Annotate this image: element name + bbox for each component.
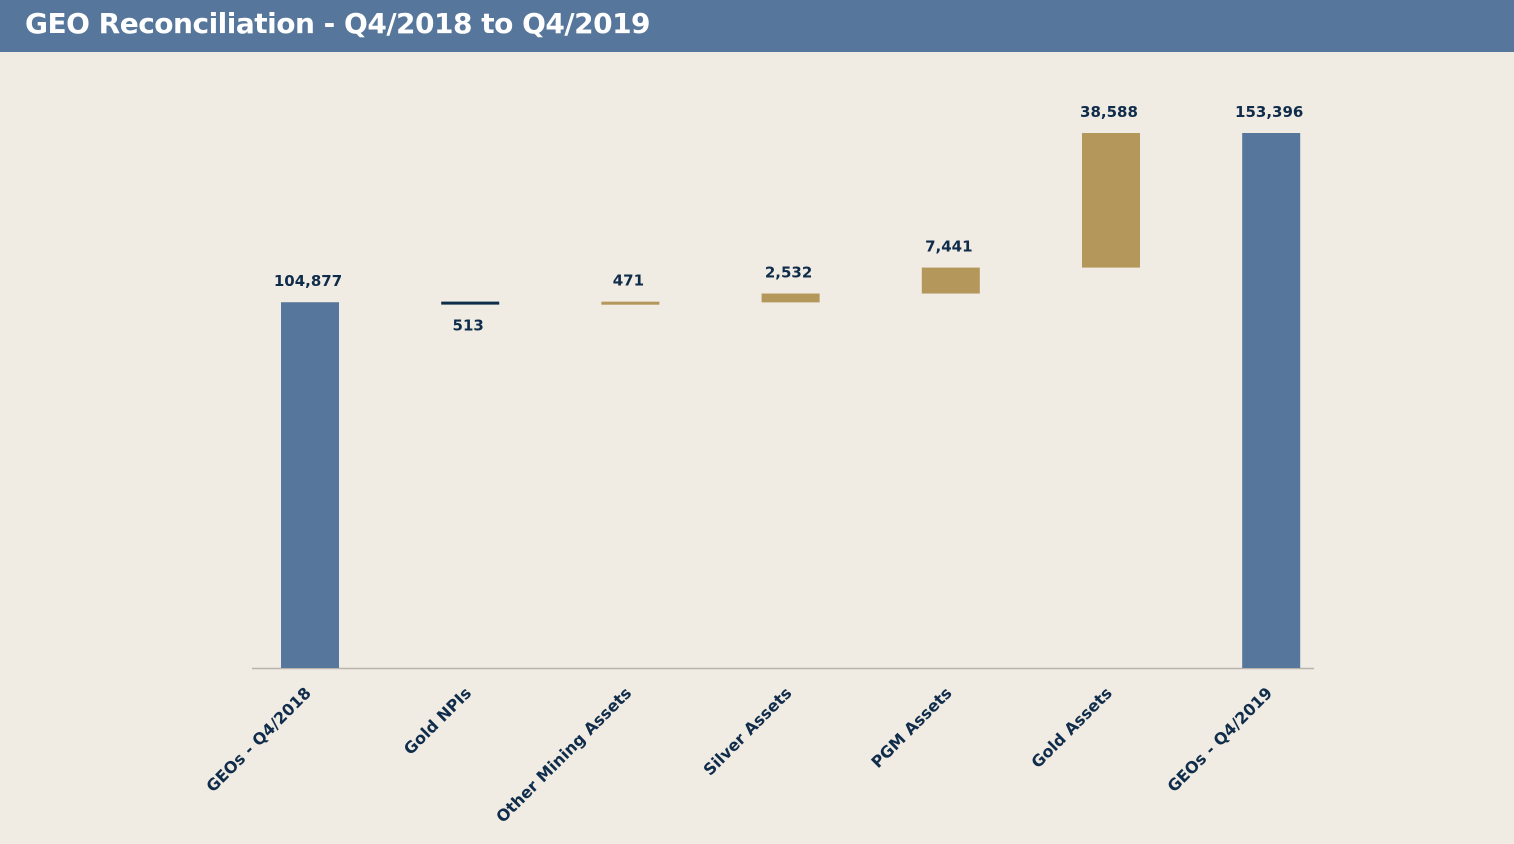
bar-pgm-assets — [921, 267, 980, 294]
bar-geos-q4-2018 — [281, 302, 339, 668]
x-tick-label: Gold Assets — [1027, 683, 1115, 771]
header-bar: GEO Reconciliation - Q4/2018 to Q4/2019 — [0, 0, 1514, 52]
data-label: 38,588 — [1080, 103, 1138, 121]
x-tick-label: GEOs - Q4/2019 — [1164, 683, 1276, 795]
data-label: 2,532 — [765, 264, 812, 282]
x-tick-label: Silver Assets — [699, 683, 795, 779]
bar-gold-assets — [1082, 133, 1140, 268]
data-label: 153,396 — [1235, 103, 1303, 121]
page-title: GEO Reconciliation - Q4/2018 to Q4/2019 — [25, 7, 651, 40]
bar-other-mining-assets — [601, 301, 660, 305]
x-tick-label: PGM Assets — [867, 683, 955, 771]
data-label: 104,877 — [274, 272, 342, 290]
x-tick-label: Other Mining Assets — [492, 683, 635, 826]
x-tick-label: GEOs - Q4/2018 — [202, 683, 314, 795]
data-label: 7,441 — [925, 238, 972, 256]
data-label: 471 — [613, 272, 644, 290]
bar-silver-assets — [761, 293, 820, 303]
bar-gold-npis — [441, 301, 500, 305]
bar-geos-q4-2019 — [1242, 133, 1301, 668]
x-tick-label: Gold NPIs — [400, 683, 475, 758]
data-label: 513 — [453, 317, 484, 335]
